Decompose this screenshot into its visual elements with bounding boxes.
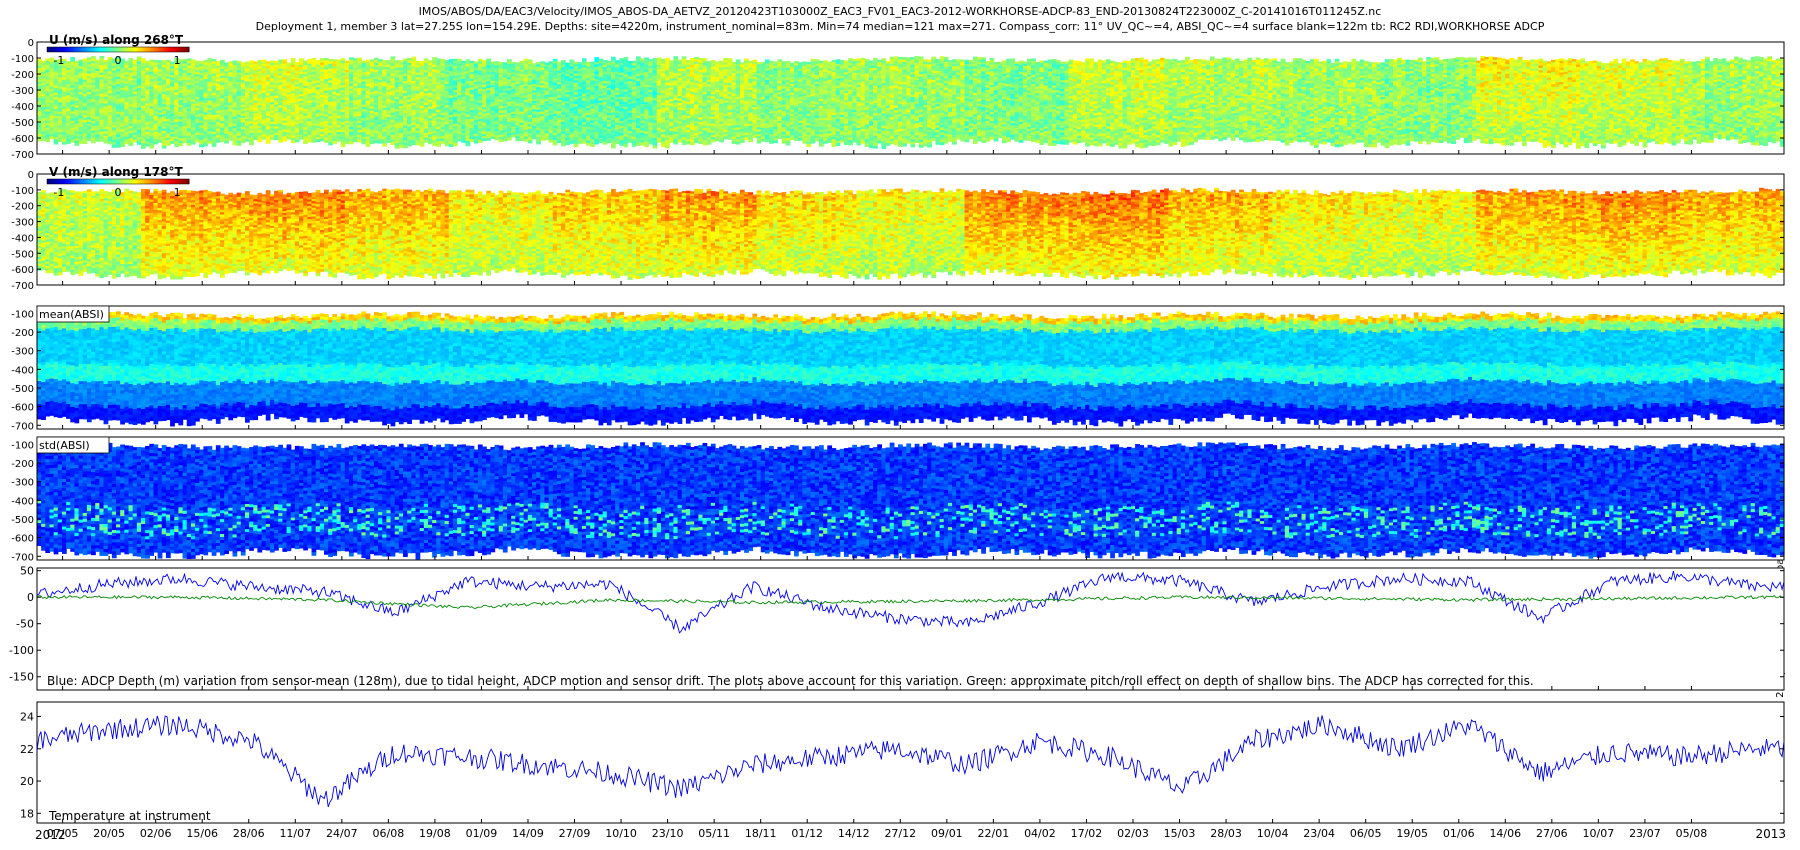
heatmap-cell [245,139,250,142]
heatmap-cell [233,142,238,145]
heatmap-cell [145,144,150,147]
heatmap-cell [208,141,213,144]
heatmap-cell [133,139,138,142]
heatmap-cell [357,139,362,142]
heatmap-cell [366,144,371,147]
heatmap-cell [49,136,54,139]
heatmap-cell [253,137,258,140]
heatmap-cell [307,140,312,143]
heatmap-cell [328,142,333,145]
heatmap-cell [170,141,175,144]
heatmap-cell [291,140,296,143]
heatmap-cell [241,140,246,143]
heatmap-cell [95,139,100,142]
heatmap-cell [220,139,225,142]
heatmap-cell [187,143,192,146]
heatmap-cell [257,139,262,142]
heatmap-cell [349,141,354,144]
heatmap-cell [91,140,96,143]
heatmap-cell [216,140,221,143]
heatmap-cell [62,142,67,145]
heatmap-cell [162,146,167,149]
heatmap-cell [278,140,283,143]
heatmap-cell [295,139,300,142]
heatmap-cell [237,143,242,146]
heatmap-cell [378,141,383,144]
heatmap-cell [324,140,329,143]
heatmap-cell [108,141,113,144]
heatmap-cell [303,141,308,144]
heatmap-cell [174,144,179,147]
heatmap-cell [120,144,125,147]
heatmap-cell [374,140,379,143]
heatmap-cell [141,146,146,149]
heatmap-cell [124,141,129,144]
heatmap-cell [274,137,279,140]
heatmap-cell [370,141,375,144]
heatmap-cell [312,140,317,143]
heatmap-cell [341,144,346,147]
heatmap-cell [270,137,275,140]
heatmap-cell [191,142,196,145]
heatmap-cell [332,141,337,144]
heatmap-cell [287,137,292,140]
heatmap-cell [149,145,154,148]
heatmap-cell [345,141,350,144]
heatmap-cell [37,139,42,142]
heatmap-cell [224,141,229,144]
heatmap-cell [58,139,63,142]
heatmap-cell [316,139,321,142]
heatmap-cell [153,141,158,144]
heatmap-cell [158,140,163,143]
heatmap-cell [195,140,200,143]
heatmap-cell [104,140,109,143]
heatmap-cell [54,142,59,145]
heatmap-cell [203,143,208,146]
heatmap-cell [70,140,75,143]
heatmap-cell [137,142,142,145]
heatmap-cell [212,144,217,147]
heatmap-cell [282,139,287,142]
heatmap-cell [361,141,366,144]
heatmap-cell [199,144,204,147]
heatmap-cell [178,143,183,146]
heatmap-cell [99,139,104,142]
heatmap-cell [299,137,304,140]
heatmap-cell [228,138,233,141]
heatmap-cell [45,139,50,142]
heatmap-cell [66,141,71,144]
heatmap-cell [353,139,358,142]
heatmap-cell [41,138,46,141]
heatmap-cell [116,145,121,148]
heatmap-cell [87,138,92,141]
heatmap-cell [74,143,79,146]
heatmap-cell [83,141,88,144]
heatmap-cell [262,137,267,140]
heatmap-cell [336,139,341,142]
heatmap-cell [249,142,254,145]
heatmap-cell [183,140,188,143]
heatmap-cell [129,143,134,146]
heatmap-cell [320,139,325,142]
heatmap-cell [166,143,171,146]
heatmap-cell [112,145,117,148]
heatmap-cell [266,141,271,144]
heatmap-cell [79,141,84,144]
